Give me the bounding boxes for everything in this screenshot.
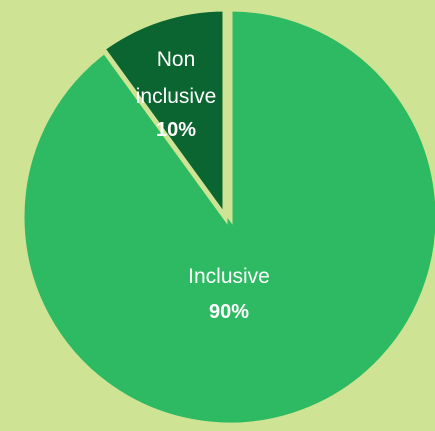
slice-label-non-inclusive-line1: Non xyxy=(157,48,196,71)
pie-labels: Inclusive 90% Non inclusive 10% xyxy=(136,48,270,323)
slice-value-inclusive: 90% xyxy=(209,301,249,323)
slice-non-inclusive xyxy=(99,6,228,225)
slice-label-inclusive: Inclusive xyxy=(188,265,270,288)
pie-slices xyxy=(19,6,435,428)
slice-value-non-inclusive: 10% xyxy=(156,119,196,141)
slice-inclusive xyxy=(19,6,435,428)
slice-label-non-inclusive-line2: inclusive xyxy=(136,85,217,108)
